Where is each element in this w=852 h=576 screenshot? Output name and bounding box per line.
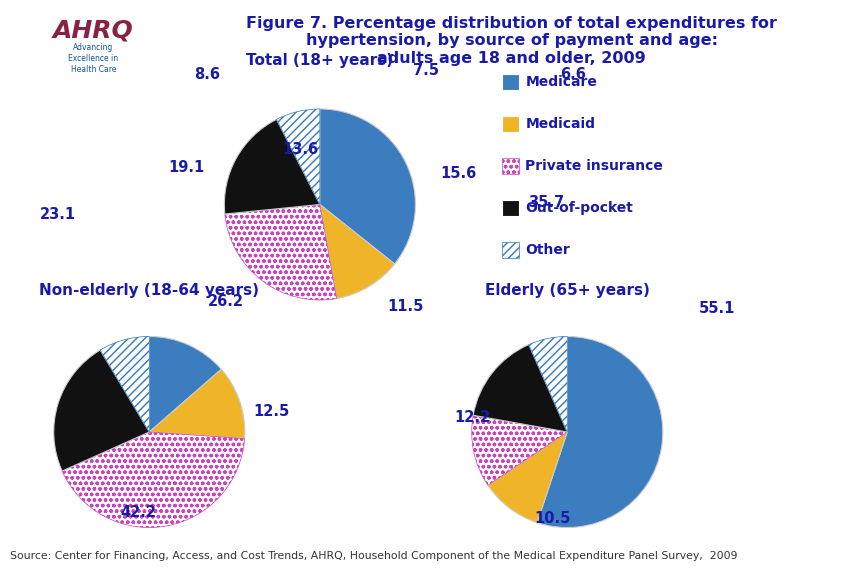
Text: Source: Center for Financing, Access, and Cost Trends, AHRQ, Household Component: Source: Center for Financing, Access, an… [10, 551, 737, 561]
Text: hypertension, by source of payment and age:: hypertension, by source of payment and a… [305, 33, 717, 48]
Text: 26.2: 26.2 [208, 294, 244, 309]
Text: 42.2: 42.2 [120, 505, 156, 520]
Wedge shape [473, 344, 567, 432]
Wedge shape [225, 204, 337, 300]
Text: 55.1: 55.1 [698, 301, 734, 316]
Text: 35.7: 35.7 [527, 195, 563, 210]
Text: 12.5: 12.5 [253, 404, 289, 419]
Wedge shape [537, 336, 662, 528]
Text: 23.1: 23.1 [40, 207, 76, 222]
Text: Advancing
Excellence in
Health Care: Advancing Excellence in Health Care [68, 43, 118, 74]
Text: Figure 7. Percentage distribution of total expenditures for: Figure 7. Percentage distribution of tot… [246, 16, 776, 31]
Text: 7.5: 7.5 [413, 63, 439, 78]
Wedge shape [224, 119, 320, 214]
Text: Private insurance: Private insurance [525, 159, 663, 173]
Text: Other: Other [525, 243, 569, 257]
Wedge shape [320, 204, 394, 298]
Text: Medicare: Medicare [525, 75, 596, 89]
Wedge shape [487, 432, 567, 522]
Text: Medicaid: Medicaid [525, 117, 595, 131]
Wedge shape [62, 432, 245, 528]
Text: adults age 18 and older, 2009: adults age 18 and older, 2009 [377, 51, 646, 66]
Text: 8.6: 8.6 [194, 67, 220, 82]
Text: 19.1: 19.1 [168, 160, 204, 175]
Wedge shape [54, 350, 149, 471]
Wedge shape [149, 336, 221, 432]
Text: Non-elderly (18-64 years): Non-elderly (18-64 years) [39, 283, 259, 298]
Wedge shape [149, 369, 245, 438]
Text: 13.6: 13.6 [282, 142, 318, 157]
Text: 12.2: 12.2 [454, 410, 490, 425]
Wedge shape [100, 336, 149, 432]
Wedge shape [276, 109, 320, 204]
Text: 10.5: 10.5 [534, 511, 570, 526]
Text: Total (18+ years): Total (18+ years) [246, 53, 393, 68]
Text: 15.6: 15.6 [440, 166, 476, 181]
Text: 6.6: 6.6 [560, 67, 585, 82]
Text: 11.5: 11.5 [387, 299, 423, 314]
Wedge shape [471, 415, 567, 485]
Text: AHRQ: AHRQ [53, 19, 134, 43]
Wedge shape [320, 109, 415, 264]
Text: Elderly (65+ years): Elderly (65+ years) [484, 283, 649, 298]
Wedge shape [528, 336, 567, 432]
Text: Out-of-pocket: Out-of-pocket [525, 201, 632, 215]
